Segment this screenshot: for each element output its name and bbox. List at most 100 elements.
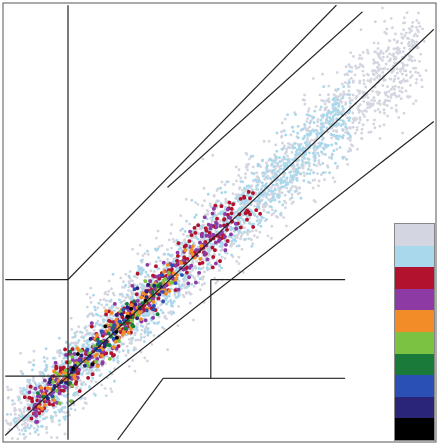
data-point xyxy=(237,168,241,172)
data-point xyxy=(238,193,242,197)
data-point xyxy=(331,115,335,118)
data-point xyxy=(375,76,378,79)
data-point xyxy=(242,220,246,224)
data-point xyxy=(362,92,365,95)
data-point xyxy=(331,98,335,101)
data-point xyxy=(414,99,418,103)
data-point xyxy=(171,238,175,241)
data-point xyxy=(402,111,406,115)
data-point xyxy=(241,180,245,184)
data-point xyxy=(205,217,209,221)
data-point xyxy=(342,107,345,111)
data-point xyxy=(249,155,253,158)
data-point xyxy=(169,280,174,285)
data-point xyxy=(323,108,327,112)
legend-swatch-4 xyxy=(395,310,434,332)
data-point xyxy=(140,268,143,271)
data-point xyxy=(273,192,277,196)
data-point xyxy=(315,134,319,138)
data-point xyxy=(148,279,153,284)
data-point xyxy=(123,299,126,303)
data-point xyxy=(21,389,24,393)
data-point xyxy=(9,421,13,425)
data-point xyxy=(399,97,403,101)
data-point xyxy=(299,172,303,176)
data-point xyxy=(217,238,222,242)
data-point xyxy=(139,259,143,263)
data-point xyxy=(257,205,260,209)
data-point xyxy=(415,78,419,81)
data-point xyxy=(286,113,289,116)
data-point xyxy=(204,233,209,238)
data-point xyxy=(207,251,211,255)
data-point xyxy=(217,269,221,272)
data-point xyxy=(45,425,48,429)
data-point xyxy=(13,412,17,416)
data-point xyxy=(213,213,217,217)
data-point xyxy=(232,182,235,186)
data-point xyxy=(189,292,193,296)
data-point xyxy=(185,270,189,275)
data-point xyxy=(366,118,369,122)
data-point xyxy=(223,234,227,239)
data-point xyxy=(339,111,343,115)
data-point xyxy=(372,96,376,99)
data-point xyxy=(206,247,210,251)
data-point xyxy=(218,253,221,256)
data-point xyxy=(229,232,233,237)
data-point xyxy=(285,162,289,166)
data-point xyxy=(378,137,382,140)
data-point xyxy=(208,226,213,231)
data-point xyxy=(414,81,418,85)
data-point xyxy=(277,165,281,168)
data-point xyxy=(253,178,257,182)
data-point xyxy=(196,223,201,228)
data-point xyxy=(237,244,241,248)
data-point xyxy=(232,234,236,237)
data-point xyxy=(258,211,262,216)
data-point xyxy=(49,416,53,420)
data-point xyxy=(45,386,50,391)
data-point xyxy=(338,94,342,98)
data-point xyxy=(360,137,364,141)
data-point xyxy=(305,172,309,176)
data-point xyxy=(259,219,263,222)
data-point xyxy=(405,63,409,67)
data-point xyxy=(256,223,260,226)
data-point xyxy=(251,229,254,233)
data-point xyxy=(229,211,234,216)
data-point xyxy=(395,95,399,99)
data-point xyxy=(417,11,420,15)
data-point xyxy=(323,143,327,147)
data-point xyxy=(419,52,422,56)
data-point xyxy=(219,204,224,209)
data-point xyxy=(208,234,212,239)
data-point xyxy=(28,426,31,430)
data-point xyxy=(139,338,142,342)
data-point xyxy=(322,85,326,88)
data-point xyxy=(214,201,218,205)
data-point xyxy=(113,339,118,344)
data-point xyxy=(403,34,407,38)
data-point xyxy=(407,44,411,48)
data-point xyxy=(417,21,421,25)
data-point xyxy=(231,192,235,196)
data-point xyxy=(383,91,387,94)
data-point xyxy=(252,172,255,176)
data-point xyxy=(174,296,178,299)
data-point xyxy=(25,425,29,429)
data-point xyxy=(220,266,224,270)
data-point xyxy=(284,201,288,205)
data-point xyxy=(388,39,392,43)
data-point xyxy=(232,242,236,246)
data-point xyxy=(398,89,402,93)
data-point xyxy=(310,138,314,142)
data-point xyxy=(188,229,193,234)
data-point xyxy=(9,388,13,391)
data-point xyxy=(307,161,310,165)
data-point xyxy=(201,275,204,279)
data-point xyxy=(327,93,330,96)
data-point xyxy=(22,386,26,390)
data-point xyxy=(240,206,244,209)
data-point xyxy=(161,311,165,314)
